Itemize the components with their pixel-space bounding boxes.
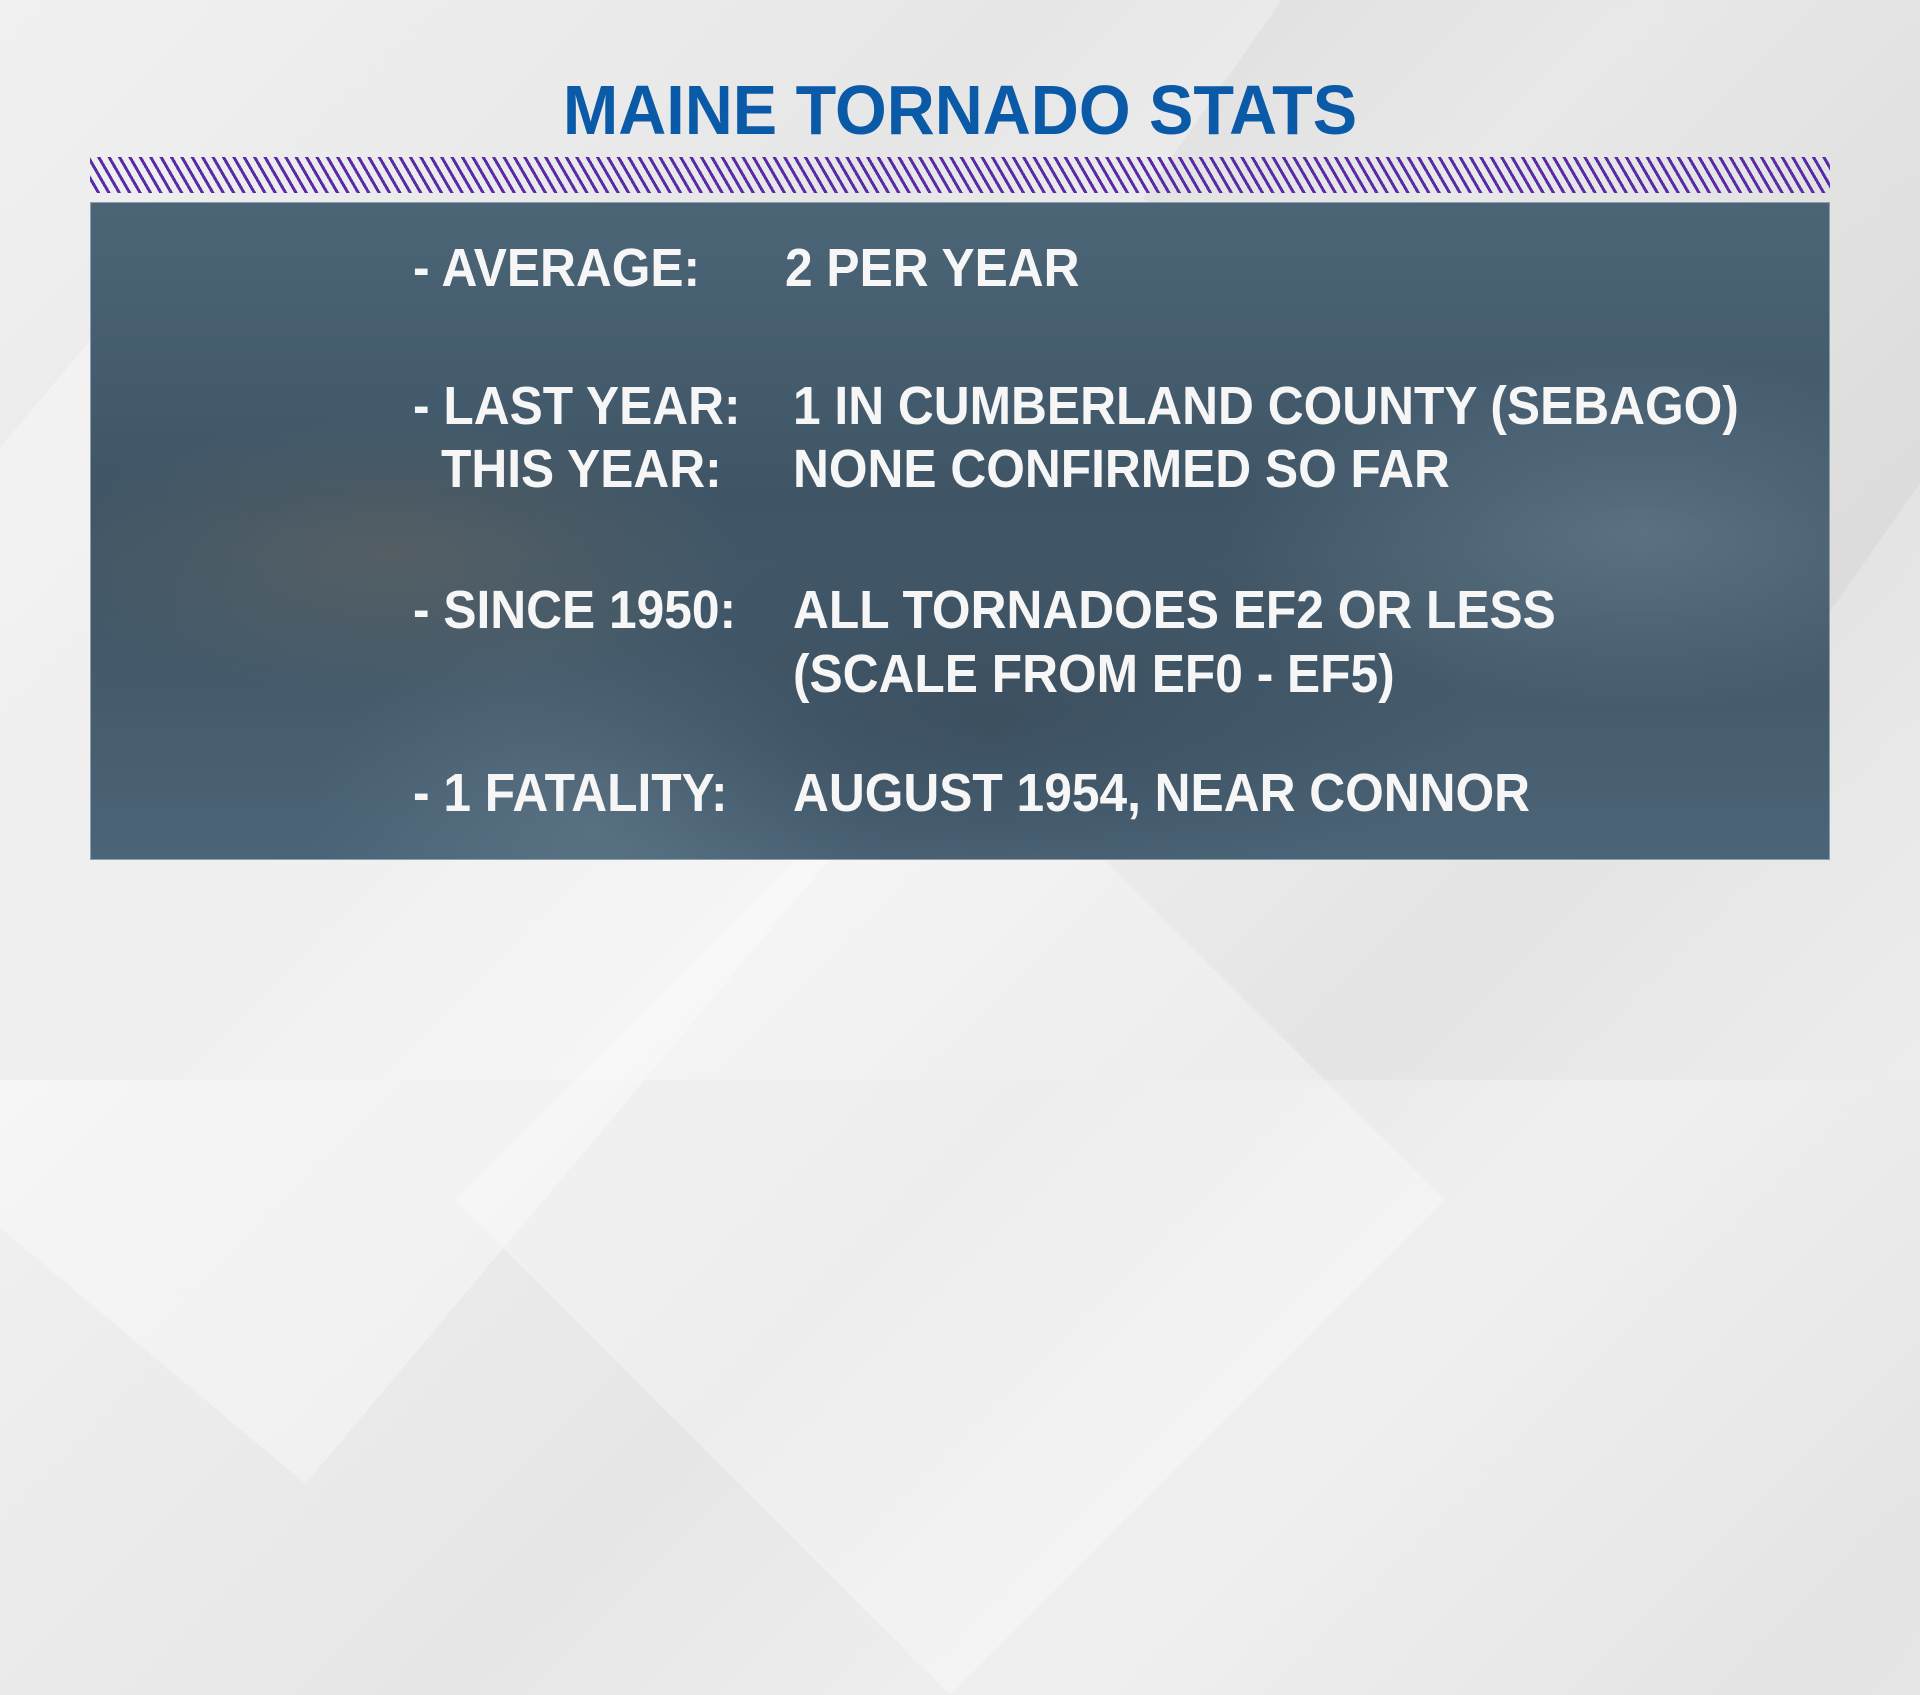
stat-label-since-1950: - SINCE 1950: [413,580,737,640]
stat-label-this-year: THIS YEAR: [441,439,722,499]
stat-value-this-year: NONE CONFIRMED SO FAR [793,439,1450,499]
stat-value-since-1950: ALL TORNADOES EF2 OR LESS [793,580,1556,640]
stat-value-last-year: 1 IN CUMBERLAND COUNTY (SEBAGO) [793,376,1739,436]
stat-label-fatality: - 1 FATALITY: [413,763,728,823]
stat-value-fatality: AUGUST 1954, NEAR CONNOR [793,763,1531,823]
stat-value-scale-note: (SCALE FROM EF0 - EF5) [793,644,1395,704]
stat-label-last-year: - LAST YEAR: [413,376,741,436]
page-title: MAINE TORNADO STATS [562,71,1358,149]
hatch-divider [90,157,1830,193]
stat-value-average: 2 PER YEAR [785,238,1080,298]
stats-panel [90,202,1830,860]
stat-label-average: - AVERAGE: [413,238,701,298]
